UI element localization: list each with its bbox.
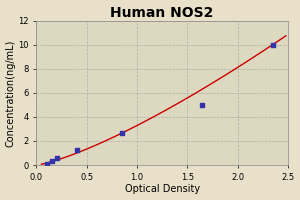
Title: Human NOS2: Human NOS2	[110, 6, 214, 20]
Y-axis label: Concentration(ng/mL): Concentration(ng/mL)	[6, 39, 16, 147]
Point	[49, 160, 54, 163]
Point	[44, 162, 49, 165]
Point	[270, 43, 275, 46]
X-axis label: Optical Density: Optical Density	[124, 184, 200, 194]
Point	[120, 131, 124, 134]
Point	[54, 156, 59, 159]
Point	[74, 148, 79, 152]
Point	[200, 103, 205, 107]
